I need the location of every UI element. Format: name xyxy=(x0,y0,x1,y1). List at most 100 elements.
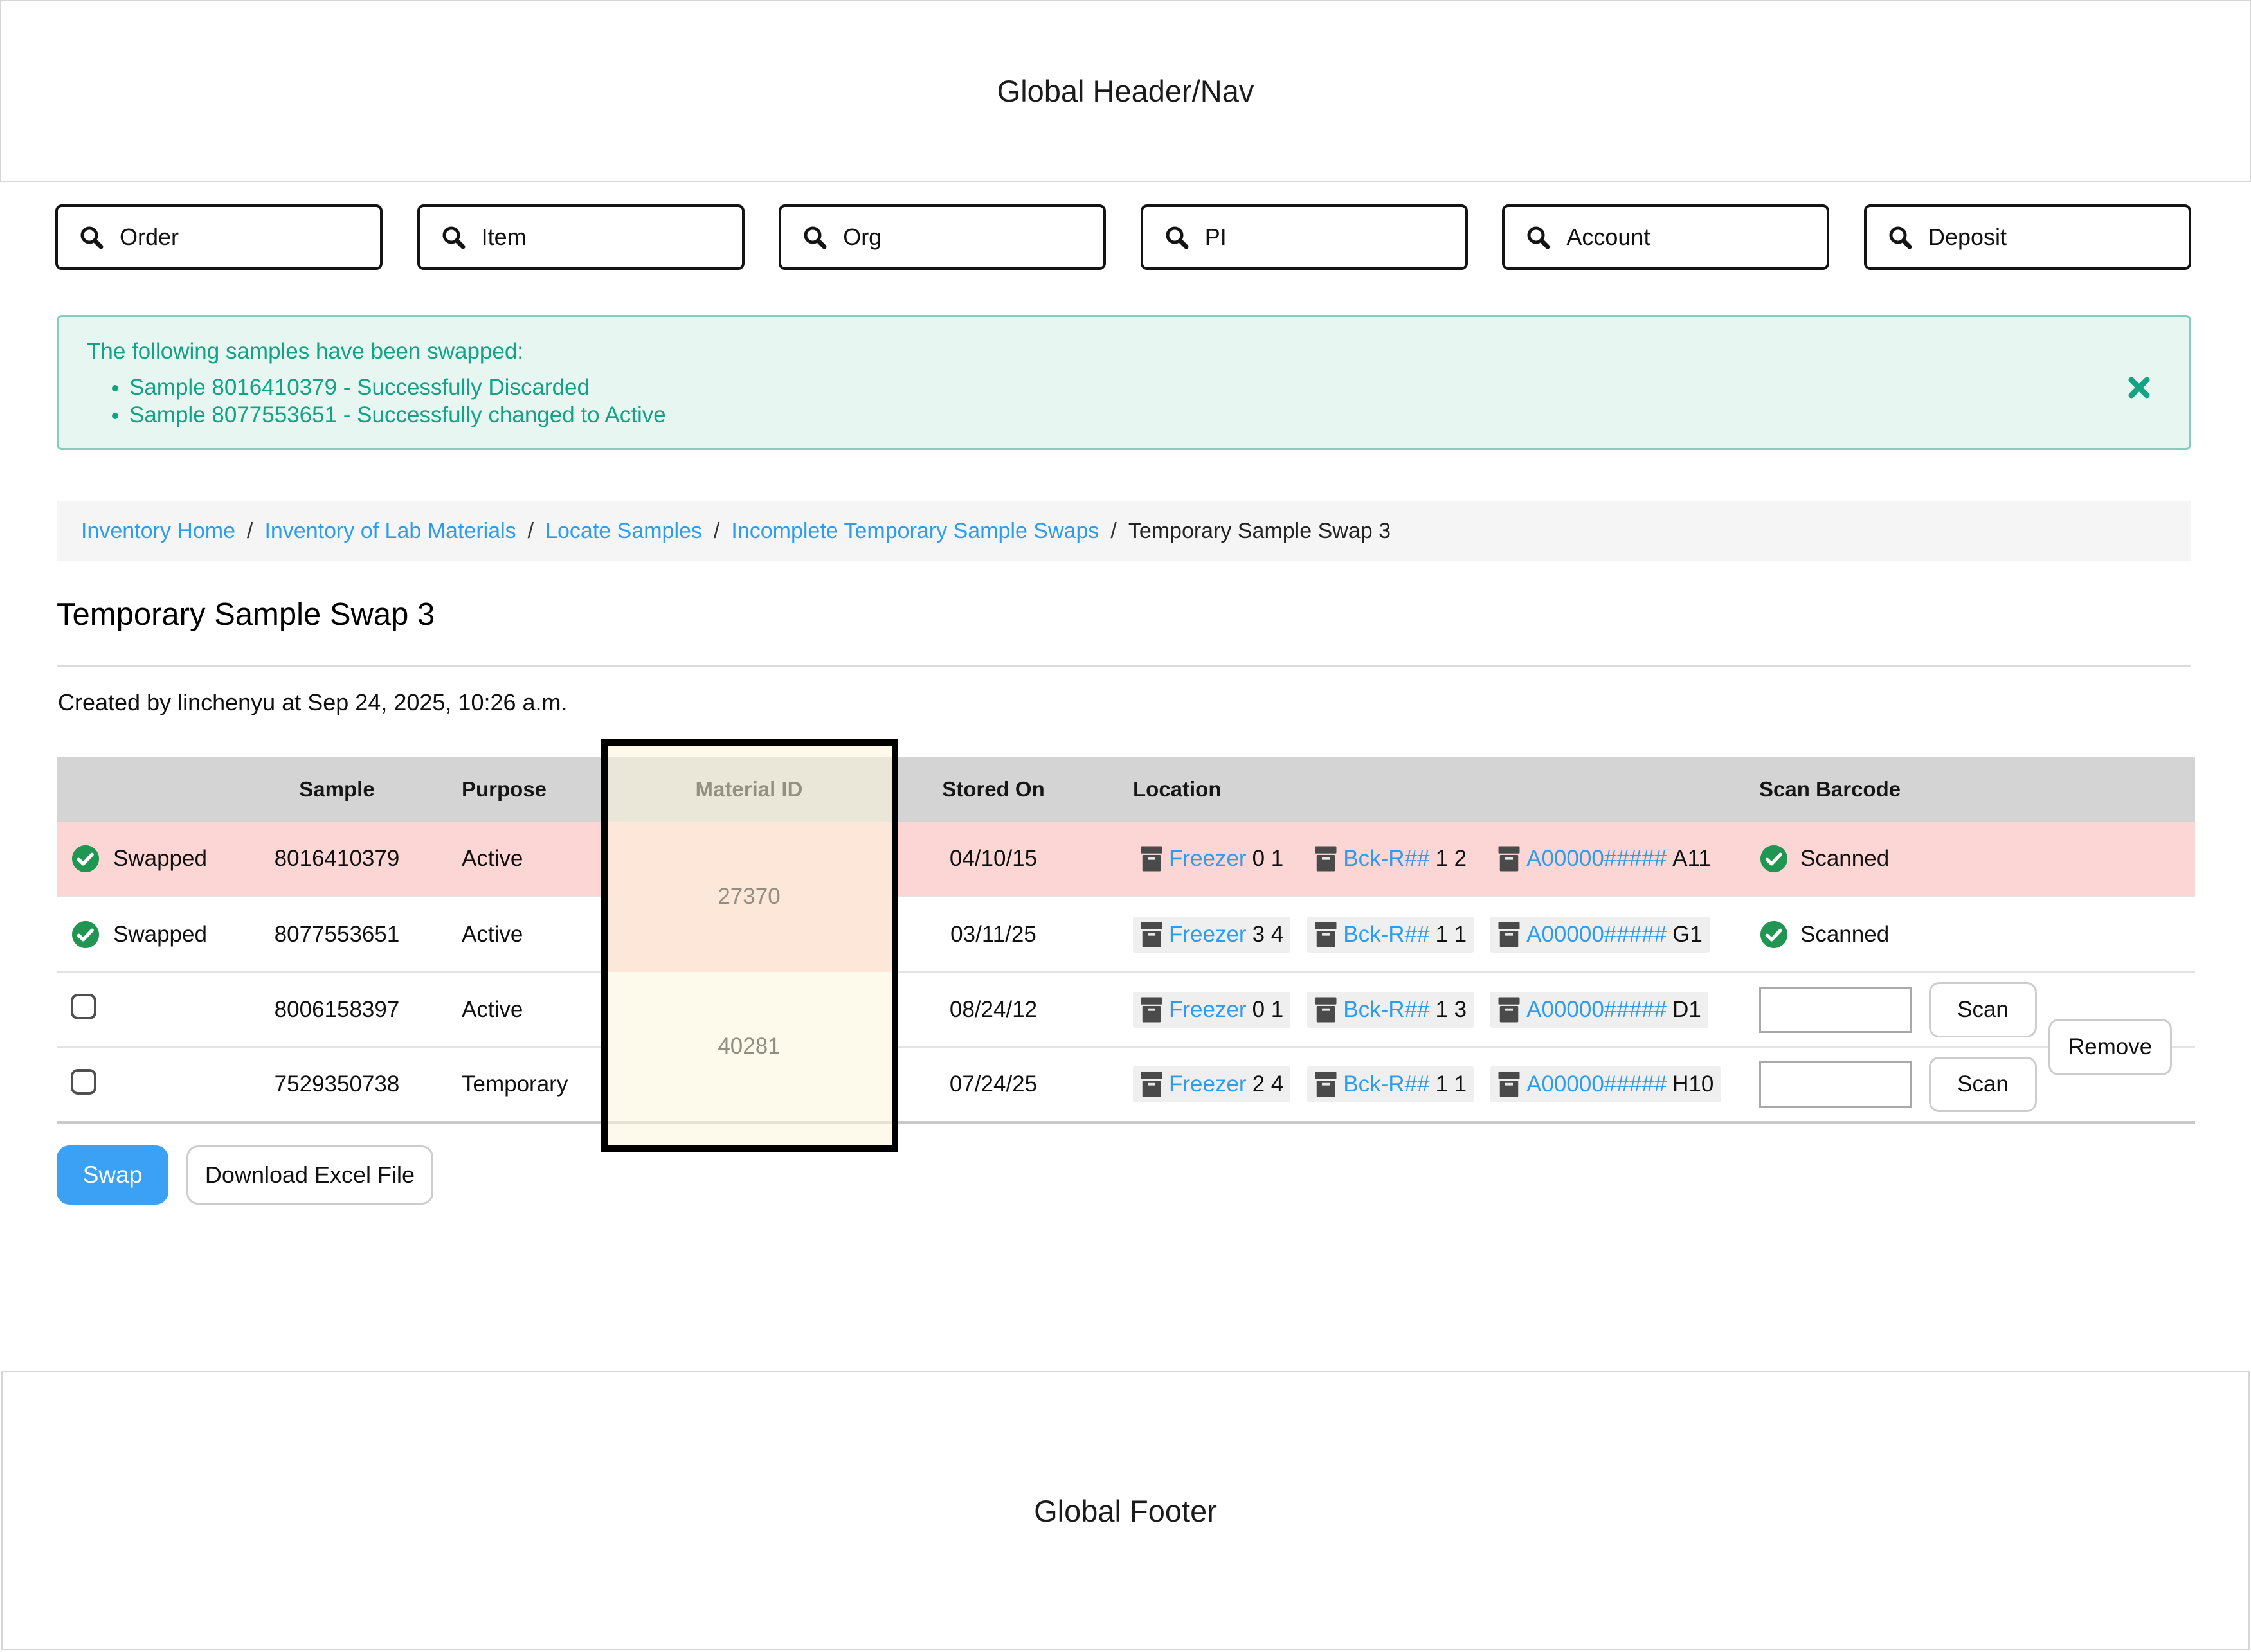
search-box-item[interactable]: Item xyxy=(417,204,745,270)
stored-on-date: 07/24/25 xyxy=(894,1046,1093,1124)
scanned-label: Scanned xyxy=(1800,921,1890,947)
location-freezer-link[interactable]: Freezer xyxy=(1169,846,1247,871)
location-cell: Freezer 3 4 Bck-R## 1 1 A00000##### G1 xyxy=(1133,916,1736,953)
table-row: Swapped 8016410379 Active 27370 04/10/15… xyxy=(57,822,2195,909)
sample-id: 8077553651 xyxy=(249,896,424,972)
location-position: 3 4 xyxy=(1252,921,1284,947)
search-box-deposit[interactable]: Deposit xyxy=(1863,204,2191,270)
global-footer-title: Global Footer xyxy=(1034,1493,1217,1528)
search-box-order[interactable]: Order xyxy=(55,204,383,270)
location-rack-link[interactable]: Bck-R## xyxy=(1343,1072,1430,1097)
purpose: Active xyxy=(424,971,604,1047)
table-row: Swapped 8077553651 Active 03/11/25 Freez… xyxy=(57,896,2195,972)
alert-item: Sample 8016410379 - Successfully Discard… xyxy=(129,373,2161,401)
location-rack-link[interactable]: Bck-R## xyxy=(1343,996,1430,1022)
location-freezer-link[interactable]: Freezer xyxy=(1169,921,1247,947)
stored-on-date: 08/24/12 xyxy=(894,971,1093,1047)
location-position: 0 1 xyxy=(1252,846,1284,871)
breadcrumb-separator: / xyxy=(713,518,720,543)
freezer-icon xyxy=(1141,997,1162,1022)
title-divider xyxy=(57,665,2191,667)
header-purpose: Purpose xyxy=(462,777,547,801)
swap-button[interactable]: Swap xyxy=(57,1145,168,1205)
search-box-pi[interactable]: PI xyxy=(1140,204,1468,270)
location-position: 1 2 xyxy=(1435,846,1467,871)
location-position: D1 xyxy=(1672,996,1701,1022)
location-freezer-link[interactable]: Freezer xyxy=(1169,996,1247,1022)
header-scan-barcode: Scan Barcode xyxy=(1759,777,1901,801)
material-id-cell: 40281 xyxy=(718,1034,781,1059)
location-box-link[interactable]: A00000##### xyxy=(1526,996,1667,1022)
close-icon xyxy=(2128,377,2150,399)
location-segment: A00000##### A11 xyxy=(1490,841,1718,877)
search-icon xyxy=(442,226,466,249)
location-position: 0 1 xyxy=(1252,996,1284,1022)
sample-id: 8016410379 xyxy=(274,846,400,871)
scan-button[interactable]: Scan xyxy=(1929,1057,2037,1112)
swapped-check-icon xyxy=(71,845,100,873)
search-icon xyxy=(1889,226,1912,249)
search-box-account[interactable]: Account xyxy=(1502,204,1830,270)
location-segment: Freezer 3 4 xyxy=(1133,916,1291,953)
scanned-label: Scanned xyxy=(1800,846,1890,871)
barcode-input[interactable] xyxy=(1759,986,1912,1033)
purpose: Temporary xyxy=(424,1046,604,1124)
purpose: Active xyxy=(462,846,523,871)
breadcrumb-link-incomplete-temporary-sample-swaps[interactable]: Incomplete Temporary Sample Swaps xyxy=(731,518,1099,543)
alert-close-button[interactable] xyxy=(2119,367,2160,408)
search-row: Order Item Org PI Account Deposit xyxy=(55,204,2191,270)
table-row: 7529350738 Temporary 07/24/25 Freezer 2 4… xyxy=(57,1046,2195,1124)
alert-list: Sample 8016410379 - Successfully Discard… xyxy=(129,373,2161,429)
row-checkbox[interactable] xyxy=(71,1068,96,1095)
table-header-row: Sample Purpose Material ID Stored On Loc… xyxy=(57,757,2195,822)
header-material-id: Material ID xyxy=(695,777,803,801)
row-checkbox[interactable] xyxy=(71,994,96,1019)
location-box-link[interactable]: A00000##### xyxy=(1526,1072,1667,1097)
box-icon xyxy=(1498,846,1520,872)
location-box-link[interactable]: A00000##### xyxy=(1526,846,1667,871)
barcode-input[interactable] xyxy=(1759,1061,1912,1108)
header-stored-on: Stored On xyxy=(942,777,1045,801)
breadcrumb-link-locate-samples[interactable]: Locate Samples xyxy=(545,518,702,543)
sample-id: 8006158397 xyxy=(249,971,424,1047)
search-icon xyxy=(1527,226,1550,249)
freezer-icon xyxy=(1141,1072,1162,1097)
location-box-link[interactable]: A00000##### xyxy=(1526,921,1667,947)
header-location: Location xyxy=(1133,777,1222,801)
created-by-text: Created by linchenyu at Sep 24, 2025, 10… xyxy=(58,689,568,715)
purpose: Active xyxy=(424,896,604,972)
location-cell: Freezer 2 4 Bck-R## 1 1 A00000##### H10 xyxy=(1133,1066,1736,1102)
global-header: Global Header/Nav xyxy=(0,0,2251,182)
search-box-label: Item xyxy=(481,224,527,250)
box-icon xyxy=(1498,997,1520,1022)
location-segment: Freezer 0 1 xyxy=(1133,991,1291,1028)
rack-icon xyxy=(1315,1072,1337,1097)
search-box-org[interactable]: Org xyxy=(779,204,1107,270)
location-segment: A00000##### D1 xyxy=(1490,991,1708,1028)
scan-status: Scanned xyxy=(1759,844,2195,874)
location-segment: A00000##### H10 xyxy=(1490,1066,1721,1102)
search-box-label: PI xyxy=(1204,224,1227,250)
breadcrumb-link-inventory-of-lab-materials[interactable]: Inventory of Lab Materials xyxy=(264,518,516,543)
sample-swap-table: Sample Purpose Material ID Stored On Loc… xyxy=(57,757,2195,1124)
freezer-icon xyxy=(1141,922,1162,947)
location-rack-link[interactable]: Bck-R## xyxy=(1343,921,1430,947)
breadcrumb-link-inventory-home[interactable]: Inventory Home xyxy=(81,518,235,543)
stored-on-date: 04/10/15 xyxy=(949,846,1038,871)
location-freezer-link[interactable]: Freezer xyxy=(1169,1072,1247,1097)
search-icon xyxy=(1166,226,1189,249)
location-position: G1 xyxy=(1672,921,1703,947)
action-buttons: Swap Download Excel File xyxy=(57,1145,433,1205)
freezer-icon xyxy=(1141,846,1162,872)
location-position: 1 3 xyxy=(1435,996,1467,1022)
stored-on-date: 03/11/25 xyxy=(894,896,1093,972)
remove-button[interactable]: Remove xyxy=(2048,1019,2172,1075)
location-segment: Bck-R## 1 3 xyxy=(1307,991,1474,1028)
location-position: A11 xyxy=(1672,846,1711,871)
scan-button[interactable]: Scan xyxy=(1929,982,2037,1037)
search-icon xyxy=(80,226,104,249)
material-id-cell: 27370 xyxy=(718,884,781,909)
location-rack-link[interactable]: Bck-R## xyxy=(1343,846,1430,871)
search-box-label: Org xyxy=(843,224,882,250)
download-excel-button[interactable]: Download Excel File xyxy=(186,1145,433,1205)
